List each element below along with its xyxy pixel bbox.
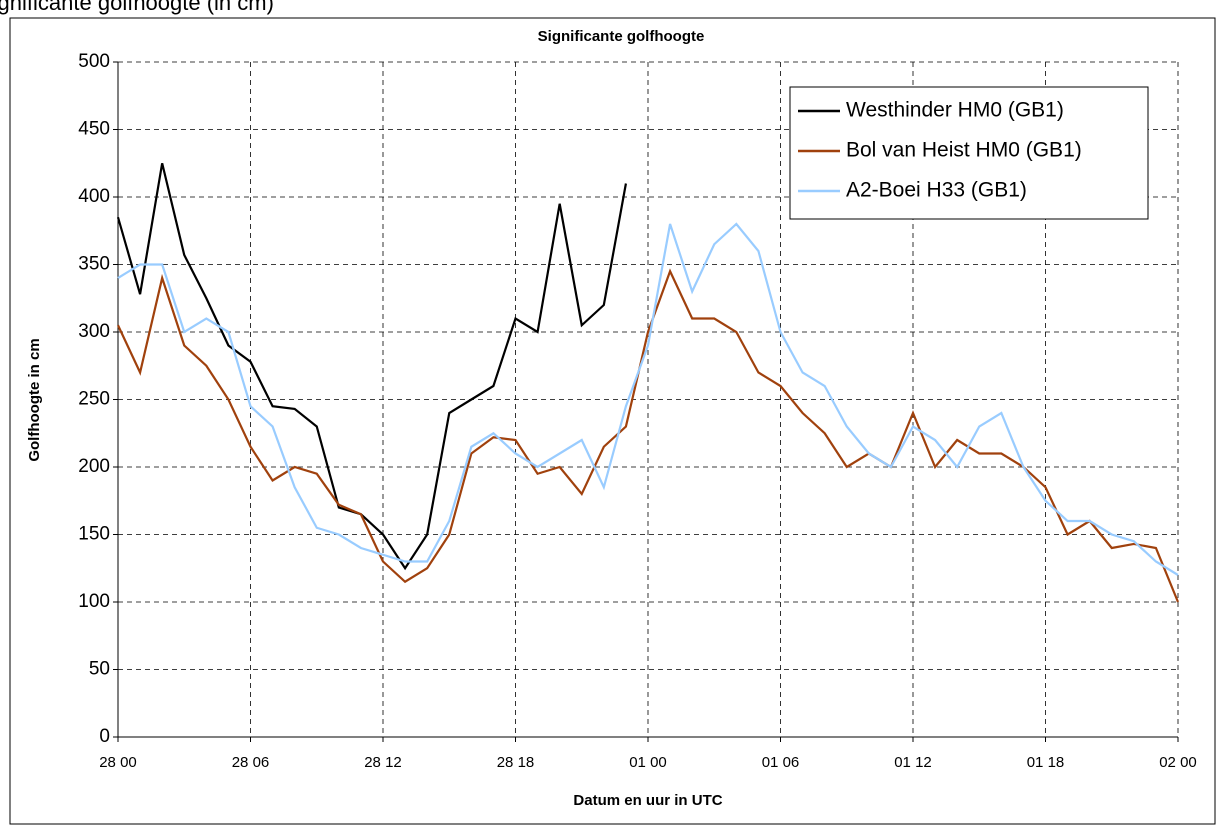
- x-tick-label: 01 12: [894, 754, 932, 771]
- page-heading: Significante golfhoogte (in cm): [0, 0, 274, 15]
- x-axis-label: Datum en uur in UTC: [573, 792, 722, 809]
- x-tick-label: 28 18: [497, 754, 535, 771]
- x-tick-label: 01 00: [629, 754, 667, 771]
- y-tick-label: 200: [78, 456, 110, 477]
- y-tick-label: 0: [99, 726, 110, 747]
- chart-title: Significante golfhoogte: [538, 28, 705, 45]
- y-tick-label: 350: [78, 254, 110, 275]
- y-axis-label: Golfhoogte in cm: [26, 338, 43, 461]
- y-tick-label: 100: [78, 591, 110, 612]
- x-tick-label: 28 00: [99, 754, 137, 771]
- legend-label: Westhinder HM0 (GB1): [846, 99, 1064, 122]
- series-line: [117, 268, 1180, 603]
- x-tick-label: 28 12: [364, 754, 402, 771]
- legend-box: [789, 86, 1149, 220]
- series-line: [117, 222, 1179, 576]
- y-tick-label: 150: [78, 524, 110, 545]
- x-tick-label: 01 18: [1027, 754, 1065, 771]
- legend-label: Bol van Heist HM0 (GB1): [846, 139, 1082, 162]
- x-tick-label: 01 06: [762, 754, 800, 771]
- y-tick-label: 500: [78, 51, 110, 72]
- legend-label: A2-Boei H33 (GB1): [846, 179, 1027, 202]
- y-tick-label: 50: [89, 659, 110, 680]
- y-tick-label: 400: [78, 186, 110, 207]
- x-tick-label: 28 06: [232, 754, 270, 771]
- y-tick-label: 300: [78, 321, 110, 342]
- series-line: [116, 162, 627, 571]
- y-tick-label: 450: [78, 119, 110, 140]
- x-tick-label: 02 00: [1159, 754, 1197, 771]
- y-tick-label: 250: [78, 389, 110, 410]
